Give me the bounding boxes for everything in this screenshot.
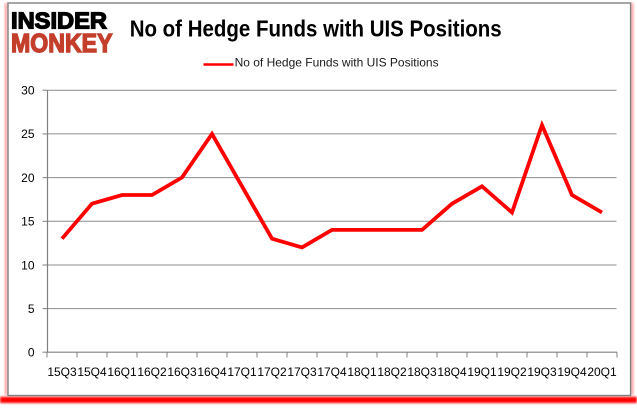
svg-text:16Q1: 16Q1 (107, 365, 137, 379)
svg-text:5: 5 (28, 302, 35, 316)
svg-text:16Q3: 16Q3 (167, 365, 197, 379)
svg-text:MONKEY: MONKEY (11, 28, 113, 58)
svg-text:17Q1: 17Q1 (227, 365, 257, 379)
svg-text:19Q4: 19Q4 (557, 365, 587, 379)
svg-text:No of Hedge Funds with UIS Pos: No of Hedge Funds with UIS Positions (235, 56, 439, 70)
svg-text:20Q1: 20Q1 (587, 365, 617, 379)
svg-text:15Q3: 15Q3 (47, 365, 77, 379)
svg-text:INSIDER: INSIDER (11, 8, 107, 34)
svg-text:No of Hedge Funds with UIS Pos: No of Hedge Funds with UIS Positions (130, 16, 502, 42)
svg-text:15Q4: 15Q4 (77, 365, 107, 379)
svg-text:10: 10 (21, 258, 35, 272)
svg-text:18Q3: 18Q3 (407, 365, 437, 379)
svg-text:16Q4: 16Q4 (197, 365, 227, 379)
svg-text:20: 20 (21, 171, 35, 185)
svg-text:19Q2: 19Q2 (497, 365, 527, 379)
svg-text:18Q2: 18Q2 (377, 365, 407, 379)
svg-text:0: 0 (28, 346, 35, 360)
svg-text:25: 25 (21, 127, 35, 141)
svg-text:17Q2: 17Q2 (257, 365, 287, 379)
svg-text:19Q1: 19Q1 (467, 365, 497, 379)
svg-text:30: 30 (21, 84, 35, 98)
svg-text:15: 15 (21, 215, 35, 229)
svg-text:18Q4: 18Q4 (437, 365, 467, 379)
svg-text:18Q1: 18Q1 (347, 365, 377, 379)
svg-text:16Q2: 16Q2 (137, 365, 167, 379)
svg-text:17Q3: 17Q3 (287, 365, 317, 379)
svg-text:17Q4: 17Q4 (317, 365, 347, 379)
svg-text:19Q3: 19Q3 (527, 365, 557, 379)
